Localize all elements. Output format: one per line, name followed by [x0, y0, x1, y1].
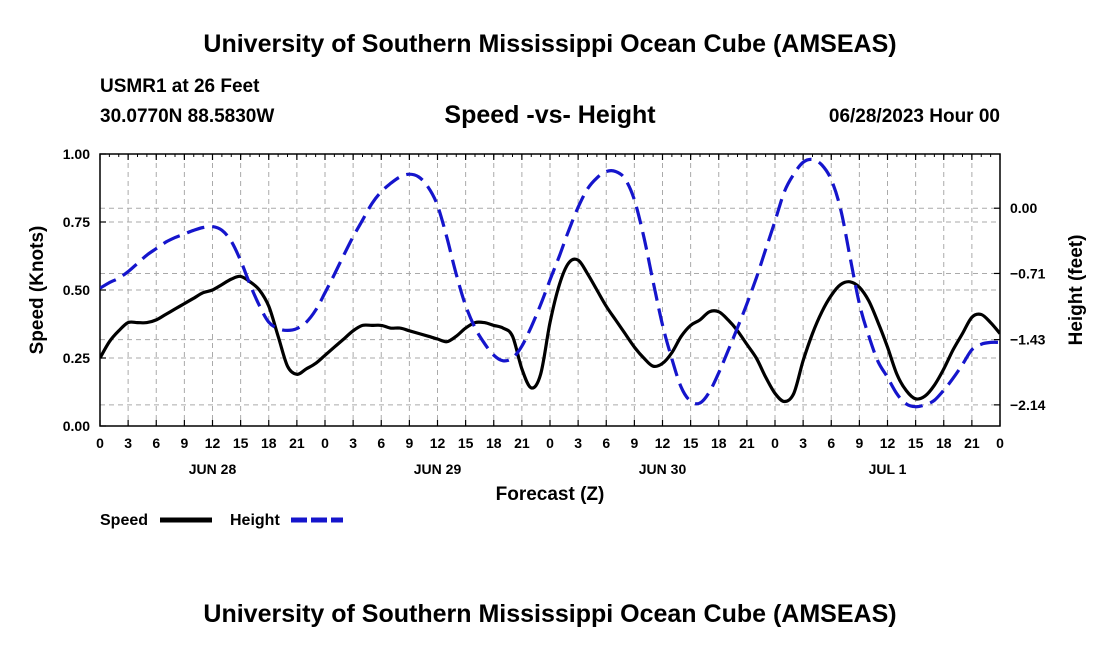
x-tick-label: 3: [349, 435, 357, 451]
y-tick-label: 0.25: [63, 350, 90, 366]
x-tick-label: 21: [289, 435, 305, 451]
date-label: JUN 29: [414, 461, 462, 477]
x-axis-title: Forecast (Z): [496, 484, 605, 505]
x-tick-label: 9: [630, 435, 638, 451]
x-tick-label: 21: [739, 435, 755, 451]
station-coordinates: 30.0770N 88.5830W: [100, 106, 275, 127]
x-tick-label: 9: [180, 435, 188, 451]
legend-height-label: Height: [230, 512, 280, 529]
x-tick-label: 18: [486, 435, 502, 451]
x-tick-label: 12: [205, 435, 221, 451]
x-tick-label: 0: [771, 435, 779, 451]
x-tick-label: 3: [124, 435, 132, 451]
label-layer: Forecast (Z) Speed (Knots) Height (feet): [27, 226, 1087, 505]
x-tick-label: 9: [405, 435, 413, 451]
x-tick-label: 18: [936, 435, 952, 451]
x-tick-label: 6: [152, 435, 160, 451]
x-tick-label: 3: [799, 435, 807, 451]
x-tick-label: 6: [377, 435, 385, 451]
y-tick-label: 1.00: [63, 146, 90, 162]
x-tick-label: 15: [458, 435, 474, 451]
chart-subtitle: Speed -vs- Height: [444, 101, 656, 129]
y-axis-title: Speed (Knots): [27, 226, 48, 355]
y2-tick-label: 0.00: [1010, 200, 1037, 216]
x-tick-label: 6: [827, 435, 835, 451]
y-tick-label: 0.50: [63, 282, 90, 298]
y2-axis-title: Height (feet): [1066, 235, 1087, 346]
x-tick-label: 0: [321, 435, 329, 451]
x-tick-label: 15: [908, 435, 924, 451]
x-tick-label: 15: [683, 435, 699, 451]
y2-tick-label: −2.14: [1010, 397, 1046, 413]
x-tick-label: 12: [655, 435, 671, 451]
chart-main-title: University of Southern Mississippi Ocean…: [203, 30, 897, 58]
x-tick-label: 15: [233, 435, 249, 451]
chart-footer-title: University of Southern Mississippi Ocean…: [203, 600, 897, 628]
x-tick-label: 9: [855, 435, 863, 451]
station-label: USMR1 at 26 Feet: [100, 76, 260, 97]
x-tick-label: 3: [574, 435, 582, 451]
x-tick-label: 12: [880, 435, 896, 451]
grid-layer: [100, 154, 1000, 426]
x-tick-label: 18: [711, 435, 727, 451]
date-label: JUN 28: [189, 461, 237, 477]
date-label: JUN 30: [639, 461, 687, 477]
x-tick-label: 21: [964, 435, 980, 451]
x-tick-label: 0: [996, 435, 1004, 451]
y2-tick-label: −1.43: [1010, 332, 1046, 348]
legend-speed-label: Speed: [100, 512, 148, 529]
y2-tick-label: −0.71: [1010, 265, 1046, 281]
y-tick-label: 0.75: [63, 214, 90, 230]
x-tick-label: 21: [514, 435, 530, 451]
tick-layer: 0 3 6 9 12 15 18 21 0 3 6 9 12 15 18 21 0 3 6 9 12 15 18 21 0 3 6 9…: [63, 146, 1046, 477]
x-tick-label: 6: [602, 435, 610, 451]
legend: Speed Height: [100, 512, 343, 529]
x-tick-label: 0: [96, 435, 104, 451]
x-tick-label: 18: [261, 435, 277, 451]
series-layer: [100, 157, 1000, 409]
x-tick-label: 12: [430, 435, 446, 451]
forecast-run-time: 06/28/2023 Hour 00: [828, 106, 1000, 127]
y-tick-label: 0.00: [63, 418, 90, 434]
date-label: JUL 1: [869, 461, 907, 477]
series-line-height: [100, 157, 1000, 409]
x-tick-label: 0: [546, 435, 554, 451]
